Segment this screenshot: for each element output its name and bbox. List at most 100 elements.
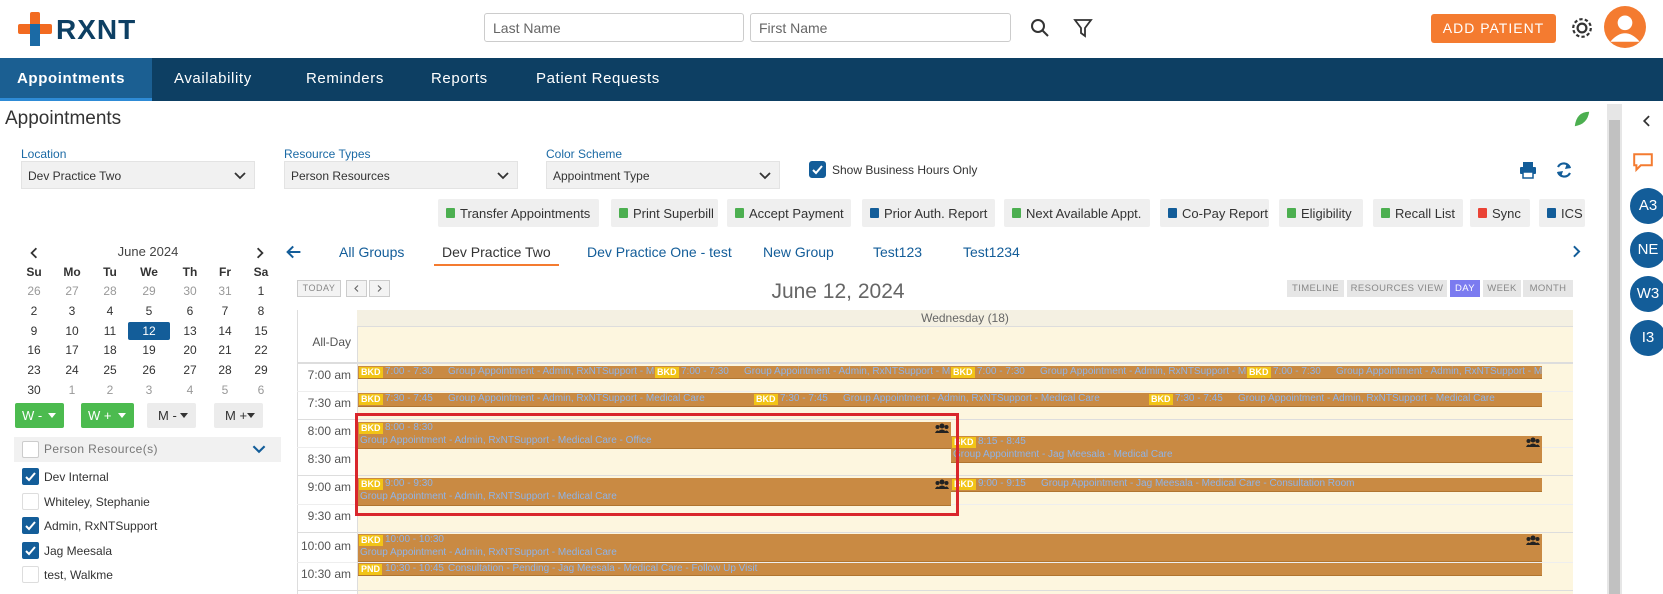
business-hours-checkbox[interactable] [809,161,826,178]
day[interactable]: 29 [142,284,156,298]
group-tab[interactable]: Test123 [873,244,923,260]
nav-tab[interactable]: Patient Requests [536,70,660,87]
day[interactable]: 14 [218,324,232,338]
chat-icon[interactable] [1632,151,1654,173]
view-button[interactable]: DAY [1450,280,1480,297]
day[interactable]: 28 [103,284,117,298]
appointment[interactable]: BKD 7:00 - 7:30 Group Appointment - Admin,… [1246,366,1542,379]
resources-header-checkbox[interactable] [22,441,39,458]
appointment[interactable]: BKD 9:00 - 9:30 Group Appointment - Admin,… [358,478,951,506]
view-button[interactable]: WEEK [1483,280,1521,297]
filter-icon[interactable] [1073,18,1093,38]
action-button[interactable]: Transfer Appointments [438,199,599,227]
filter-select[interactable]: Person Resources [284,161,518,189]
day[interactable]: 6 [257,383,265,397]
day[interactable]: 6 [186,304,194,318]
appointment[interactable]: BKD 10:00 - 10:30 Group Appointment - Admi… [358,534,1542,562]
resource-checkbox[interactable] [22,566,39,583]
day[interactable]: 2 [30,304,38,318]
appointment[interactable]: BKD 7:30 - 7:45 Group Appointment - Admin,… [753,393,1148,407]
group-tab[interactable]: Dev Practice Two [442,244,551,260]
cal-next[interactable] [369,280,390,297]
day[interactable]: 15 [254,324,268,338]
day[interactable]: 24 [65,363,79,377]
groups-next[interactable] [1570,245,1583,258]
sidebar-avatar[interactable]: W3 [1630,276,1663,312]
appointment[interactable]: BKD 7:30 - 7:45 Group Appointment - Admin,… [358,393,753,407]
day[interactable]: 26 [142,363,156,377]
nav-tab[interactable]: Availability [174,70,252,87]
day[interactable]: 4 [106,304,114,318]
nav-tab[interactable]: Appointments [17,70,126,87]
nav-tab[interactable]: Reports [431,70,488,87]
filter-select[interactable]: Dev Practice Two [21,161,255,189]
sidebar-avatar[interactable]: I3 [1630,320,1663,356]
day[interactable]: 1 [68,383,76,397]
day[interactable]: 1 [257,284,265,298]
day[interactable]: 8 [257,304,265,318]
day[interactable]: 17 [65,343,79,357]
day[interactable]: 28 [218,363,232,377]
view-button[interactable]: MONTH [1523,280,1573,297]
day[interactable]: 3 [68,304,76,318]
week-button[interactable]: M + [214,403,263,428]
day[interactable]: 11 [103,324,117,338]
day[interactable]: 30 [27,383,41,397]
day[interactable]: 9 [30,324,38,338]
day[interactable]: 7 [221,304,229,318]
day[interactable]: 27 [183,363,197,377]
appointment[interactable]: BKD 9:00 - 9:15 Group Appointment - Jag Me… [951,478,1542,492]
group-tab[interactable]: Dev Practice One - test [587,244,732,260]
appointment[interactable]: PND 10:30 - 10:45 Consultation - Pending -… [358,563,1542,576]
sidebar-avatar[interactable]: A3 [1630,188,1663,224]
day[interactable]: 26 [27,284,41,298]
resource-checkbox[interactable] [22,468,39,485]
user-avatar[interactable] [1604,6,1646,48]
group-tab[interactable]: Test1234 [963,244,1020,260]
action-button[interactable]: Sync [1470,199,1530,227]
day[interactable]: 25 [103,363,117,377]
day[interactable]: 5 [145,304,153,318]
cal-prev[interactable] [346,280,367,297]
day[interactable]: 29 [254,363,268,377]
appointment[interactable]: BKD 8:00 - 8:30 Group Appointment - Admin,… [358,422,951,449]
search-icon[interactable] [1030,18,1050,38]
action-button[interactable]: Accept Payment [727,199,851,227]
day[interactable]: 3 [145,383,153,397]
view-button[interactable]: RESOURCES VIEW [1347,280,1447,297]
resource-checkbox[interactable] [22,517,39,534]
week-button[interactable]: M - [147,403,196,428]
day[interactable]: 20 [183,343,197,357]
appointment[interactable]: BKD 8:15 - 8:45 Group Appointment - Jag Me… [951,436,1542,463]
selected-day[interactable]: 12 [128,322,170,340]
day[interactable]: 22 [254,343,268,357]
day[interactable]: 18 [103,343,117,357]
action-button[interactable]: Recall List [1373,199,1463,227]
action-button[interactable]: Co-Pay Report [1160,199,1269,227]
appointment[interactable]: BKD 7:30 - 7:45 Group Appointment - Admin,… [1148,393,1542,407]
action-button[interactable]: ICS [1539,199,1585,227]
sidebar-avatar[interactable]: NE [1630,232,1663,268]
day[interactable]: 2 [106,383,114,397]
last-name-input[interactable]: Last Name [484,13,744,42]
day[interactable]: 21 [218,343,232,357]
day[interactable]: 27 [65,284,79,298]
settings-icon[interactable] [1571,17,1593,39]
day[interactable]: 4 [186,383,194,397]
filter-select[interactable]: Appointment Type [546,161,780,189]
first-name-input[interactable]: First Name [750,13,1011,42]
day[interactable]: 13 [183,324,197,338]
add-patient-button[interactable]: ADD PATIENT [1431,14,1556,43]
resource-checkbox[interactable] [22,492,39,510]
day[interactable]: 19 [142,343,156,357]
action-button[interactable]: Next Available Appt. [1004,199,1150,227]
action-button[interactable]: Eligibility [1279,199,1363,227]
week-button[interactable]: W - [15,403,64,428]
action-button[interactable]: Prior Auth. Report [862,199,995,227]
week-button[interactable]: W + [81,403,134,428]
collapse-icon[interactable] [1640,114,1654,128]
day[interactable]: 31 [218,284,232,298]
prev-month[interactable] [28,246,40,259]
next-month[interactable] [254,246,266,259]
action-button[interactable]: Print Superbill [611,199,718,227]
